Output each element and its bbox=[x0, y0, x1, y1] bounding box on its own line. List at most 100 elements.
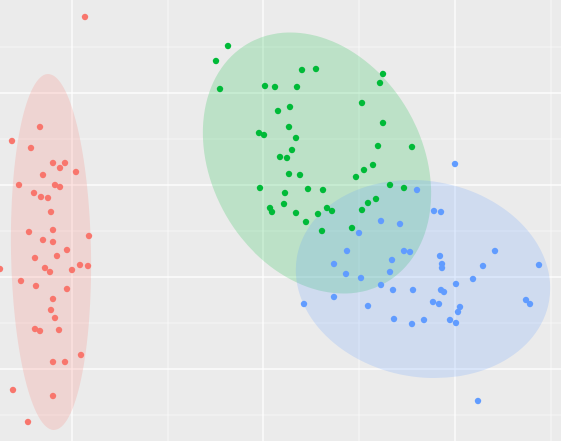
point bbox=[15, 181, 23, 189]
point bbox=[469, 275, 477, 283]
point bbox=[260, 131, 268, 139]
point bbox=[522, 296, 530, 304]
point bbox=[342, 270, 350, 278]
point bbox=[37, 193, 45, 201]
point bbox=[374, 142, 382, 150]
point bbox=[369, 161, 377, 169]
point bbox=[396, 220, 404, 228]
point bbox=[435, 300, 443, 308]
point bbox=[17, 277, 25, 285]
point bbox=[49, 392, 57, 400]
point bbox=[293, 83, 301, 91]
point bbox=[379, 119, 387, 127]
point bbox=[292, 134, 300, 142]
point bbox=[400, 247, 408, 255]
point bbox=[358, 99, 366, 107]
point bbox=[348, 224, 356, 232]
point bbox=[85, 232, 93, 240]
point bbox=[72, 168, 80, 176]
point bbox=[408, 143, 416, 151]
point bbox=[31, 325, 39, 333]
point bbox=[302, 218, 310, 226]
point bbox=[437, 208, 445, 216]
point bbox=[51, 181, 59, 189]
point bbox=[77, 351, 85, 359]
point bbox=[49, 226, 57, 234]
point bbox=[364, 199, 372, 207]
point bbox=[51, 314, 59, 322]
point bbox=[63, 285, 71, 293]
point bbox=[386, 181, 394, 189]
point bbox=[330, 260, 338, 268]
point bbox=[491, 247, 499, 255]
point bbox=[9, 386, 17, 394]
point bbox=[47, 208, 55, 216]
point bbox=[292, 209, 300, 217]
point bbox=[271, 83, 279, 91]
point bbox=[420, 316, 428, 324]
point bbox=[330, 293, 338, 301]
point bbox=[49, 295, 57, 303]
point bbox=[300, 300, 308, 308]
point bbox=[63, 246, 71, 254]
point bbox=[25, 228, 33, 236]
point bbox=[224, 42, 232, 50]
confidence-ellipse bbox=[10, 74, 92, 430]
point bbox=[84, 262, 92, 270]
point bbox=[56, 164, 64, 172]
point bbox=[39, 171, 47, 179]
point bbox=[408, 320, 416, 328]
point bbox=[364, 302, 372, 310]
point bbox=[268, 208, 276, 216]
point bbox=[286, 103, 294, 111]
point bbox=[283, 154, 291, 162]
point bbox=[479, 262, 487, 270]
point bbox=[288, 146, 296, 154]
confidence-ellipse bbox=[295, 179, 551, 379]
point bbox=[436, 252, 444, 260]
point bbox=[413, 186, 421, 194]
point bbox=[314, 210, 322, 218]
point bbox=[298, 66, 306, 74]
point bbox=[49, 358, 57, 366]
point bbox=[61, 358, 69, 366]
point bbox=[312, 65, 320, 73]
point bbox=[41, 264, 49, 272]
point bbox=[44, 194, 52, 202]
point bbox=[49, 238, 57, 246]
point bbox=[406, 248, 414, 256]
point bbox=[68, 266, 76, 274]
point bbox=[276, 153, 284, 161]
point bbox=[446, 316, 454, 324]
point bbox=[55, 326, 63, 334]
point bbox=[76, 261, 84, 269]
point bbox=[526, 300, 534, 308]
point bbox=[24, 418, 32, 426]
point bbox=[56, 183, 64, 191]
point bbox=[27, 144, 35, 152]
point bbox=[285, 123, 293, 131]
point bbox=[438, 264, 446, 272]
point bbox=[452, 280, 460, 288]
point bbox=[36, 327, 44, 335]
point bbox=[0, 265, 4, 273]
point bbox=[274, 107, 282, 115]
point bbox=[46, 268, 54, 276]
point bbox=[32, 282, 40, 290]
point bbox=[535, 261, 543, 269]
point bbox=[357, 274, 365, 282]
point bbox=[81, 13, 89, 21]
point bbox=[474, 397, 482, 405]
point bbox=[452, 319, 460, 327]
point bbox=[440, 288, 448, 296]
point bbox=[400, 184, 408, 192]
point bbox=[377, 217, 385, 225]
point bbox=[429, 298, 437, 306]
point bbox=[352, 173, 360, 181]
point bbox=[430, 207, 438, 215]
point bbox=[8, 137, 16, 145]
point bbox=[328, 207, 336, 215]
point bbox=[318, 227, 326, 235]
